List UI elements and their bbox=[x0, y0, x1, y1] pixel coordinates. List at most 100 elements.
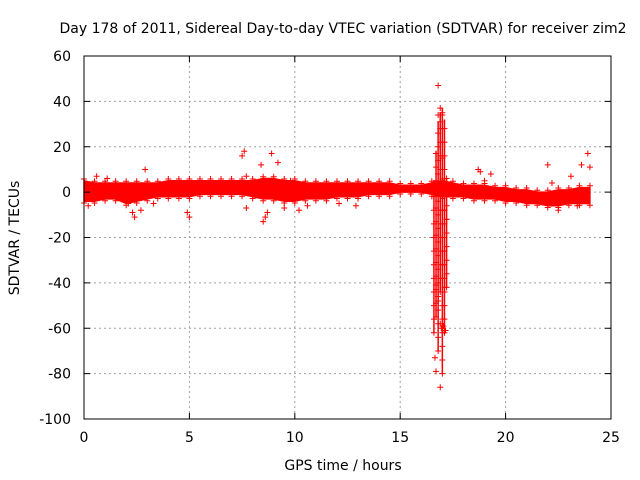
data-point bbox=[439, 139, 446, 146]
band-marker bbox=[186, 175, 193, 182]
data-point bbox=[440, 322, 447, 329]
band-marker bbox=[239, 193, 246, 200]
band-marker bbox=[228, 175, 235, 182]
data-point bbox=[137, 207, 144, 214]
band-marker bbox=[260, 173, 267, 180]
band-marker bbox=[102, 197, 109, 204]
band-marker bbox=[355, 178, 362, 185]
data-point bbox=[584, 150, 591, 157]
band-marker bbox=[291, 200, 298, 207]
data-point bbox=[131, 214, 138, 221]
x-tick-label: 10 bbox=[286, 430, 304, 446]
band-marker bbox=[449, 195, 456, 202]
band-marker bbox=[513, 200, 520, 207]
x-tick-label: 5 bbox=[185, 430, 194, 446]
spike-marker bbox=[435, 307, 442, 314]
x-tick-label: 0 bbox=[80, 430, 89, 446]
plot-frame bbox=[83, 55, 612, 420]
band-marker bbox=[565, 185, 572, 192]
data-point bbox=[142, 166, 149, 173]
data-point bbox=[296, 207, 303, 214]
spike-marker bbox=[443, 243, 450, 250]
data-point bbox=[437, 384, 444, 391]
data-point bbox=[442, 327, 449, 334]
band-marker bbox=[165, 175, 172, 182]
data-point bbox=[435, 111, 442, 118]
y-tick-label: -20 bbox=[48, 231, 71, 247]
band-marker bbox=[144, 178, 151, 185]
band-marker bbox=[470, 180, 477, 187]
data-point bbox=[268, 150, 275, 157]
band-marker bbox=[523, 202, 530, 209]
spike-marker bbox=[441, 125, 448, 132]
band-marker bbox=[249, 195, 256, 202]
band-marker bbox=[565, 202, 572, 209]
data-point bbox=[433, 368, 440, 375]
band-marker bbox=[112, 197, 119, 204]
chart-title: Day 178 of 2011, Sidereal Day-to-day VTE… bbox=[60, 21, 627, 37]
band-marker bbox=[154, 195, 161, 202]
band-marker bbox=[376, 178, 383, 185]
band-marker bbox=[449, 178, 456, 185]
band-marker bbox=[270, 197, 277, 204]
band-marker bbox=[165, 195, 172, 202]
x-axis-label: GPS time / hours bbox=[284, 458, 401, 474]
spike-marker bbox=[443, 202, 450, 209]
data-point bbox=[437, 320, 444, 327]
band-marker bbox=[228, 193, 235, 200]
data-point bbox=[260, 218, 267, 225]
spike-marker bbox=[439, 343, 446, 350]
spike-marker bbox=[443, 189, 450, 196]
band-marker bbox=[91, 200, 98, 207]
band-marker bbox=[312, 178, 319, 185]
band-marker bbox=[175, 175, 182, 182]
data-point bbox=[184, 209, 191, 216]
band-marker bbox=[144, 197, 151, 204]
y-tick-label: -80 bbox=[48, 367, 71, 383]
data-point bbox=[431, 354, 438, 361]
band-marker bbox=[302, 178, 309, 185]
band-marker bbox=[91, 178, 98, 185]
band-marker bbox=[397, 180, 404, 187]
band-marker bbox=[333, 195, 340, 202]
band-marker bbox=[492, 197, 499, 204]
band-marker bbox=[397, 190, 404, 197]
spike-marker bbox=[443, 270, 450, 277]
band-marker bbox=[291, 175, 298, 182]
band-marker bbox=[513, 185, 520, 192]
band-marker bbox=[281, 175, 288, 182]
data-point bbox=[567, 173, 574, 180]
band-marker bbox=[586, 182, 593, 189]
band-marker bbox=[218, 175, 225, 182]
data-point bbox=[433, 282, 440, 289]
data-point bbox=[481, 177, 488, 184]
data-point bbox=[125, 200, 132, 207]
data-point bbox=[435, 298, 442, 305]
data-point bbox=[243, 205, 250, 212]
band-marker bbox=[365, 178, 372, 185]
band-marker bbox=[323, 197, 330, 204]
band-marker bbox=[123, 178, 130, 185]
data-point bbox=[441, 207, 448, 214]
y-axis: -100 -80 -60 -40 -20 0 20 40 60 bbox=[39, 49, 611, 428]
band-marker bbox=[175, 195, 182, 202]
data-point bbox=[192, 180, 199, 187]
band-marker bbox=[333, 178, 340, 185]
data-point bbox=[336, 200, 343, 207]
y-tick-label: 20 bbox=[53, 140, 71, 156]
band-marker bbox=[302, 197, 309, 204]
band-marker bbox=[502, 182, 509, 189]
band-marker bbox=[207, 175, 214, 182]
band-marker bbox=[386, 193, 393, 200]
band-marker bbox=[207, 193, 214, 200]
data-point bbox=[586, 164, 593, 171]
x-tick-label: 15 bbox=[391, 430, 409, 446]
band-marker bbox=[196, 175, 203, 182]
data-point bbox=[487, 170, 494, 177]
band-marker bbox=[154, 178, 161, 185]
band-marker bbox=[323, 178, 330, 185]
band-marker bbox=[460, 180, 467, 187]
band-marker bbox=[544, 187, 551, 194]
band-marker bbox=[355, 195, 362, 202]
data-point bbox=[85, 202, 92, 209]
